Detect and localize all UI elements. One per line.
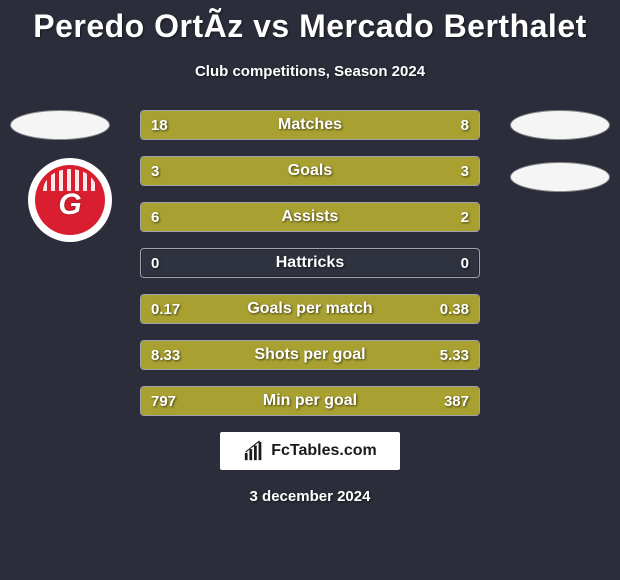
player-left-badge: [10, 110, 110, 140]
stat-fill-left: [141, 387, 367, 415]
chart-icon: [243, 440, 265, 462]
stat-fill-right: [347, 341, 479, 369]
club-logo-left: G: [28, 158, 112, 242]
stat-fill-right: [367, 387, 479, 415]
stat-label: Hattricks: [141, 249, 479, 277]
stat-row: 8.335.33Shots per goal: [140, 340, 480, 370]
stat-row: 0 0Hattricks: [140, 248, 480, 278]
stat-fill-right: [395, 203, 480, 231]
stat-row: 797387Min per goal: [140, 386, 480, 416]
stat-value-right: 0: [451, 249, 479, 277]
stat-fill-left: [141, 111, 374, 139]
stat-bars: 188Matches 33Goals 62Assists 0 0Hattricks 0.1…: [140, 110, 480, 416]
stat-fill-right: [310, 157, 479, 185]
stat-fill-left: [141, 295, 246, 323]
stat-fill-left: [141, 203, 395, 231]
page-title: Peredo OrtÃz vs Mercado Berthalet: [0, 0, 620, 45]
stat-fill-left: [141, 341, 347, 369]
stat-row: 188Matches: [140, 110, 480, 140]
club-logo-letter: G: [58, 188, 81, 222]
comparison-area: G 188Matches33Goals62Assists00Hattricks0…: [0, 110, 620, 416]
stat-row: 0.170.38Goals per match: [140, 294, 480, 324]
stat-fill-right: [374, 111, 479, 139]
branding-badge: FcTables.com: [220, 432, 400, 470]
branding-text: FcTables.com: [271, 442, 377, 460]
subtitle: Club competitions, Season 2024: [0, 63, 620, 80]
stat-value-left: 0: [141, 249, 169, 277]
stat-fill-right: [246, 295, 479, 323]
player-right-badge: [510, 110, 610, 140]
player-right-badge-2: [510, 162, 610, 192]
date-label: 3 december 2024: [0, 488, 620, 505]
stat-row: 62Assists: [140, 202, 480, 232]
stat-row: 33Goals: [140, 156, 480, 186]
club-logo-inner: G: [35, 165, 105, 235]
stat-fill-left: [141, 157, 310, 185]
